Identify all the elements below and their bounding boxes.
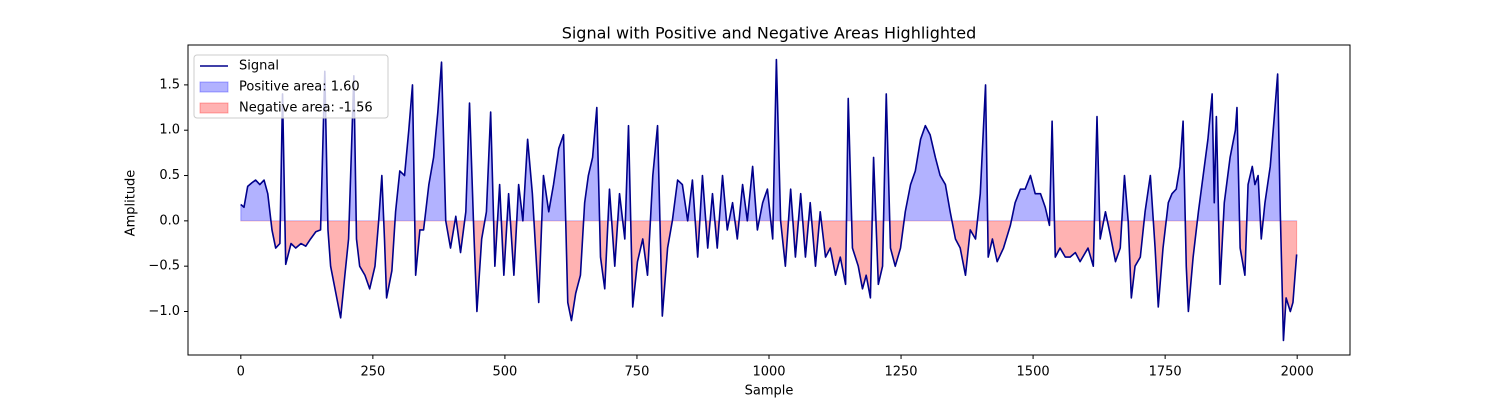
y-tick-label: −0.5 — [148, 259, 180, 274]
plot-frame — [187, 44, 1351, 356]
legend-label: Negative area: -1.56 — [239, 101, 373, 116]
y-axis-label: Amplitude — [124, 170, 139, 237]
x-tick-label: 1250 — [884, 365, 917, 380]
legend-patch — [199, 81, 229, 93]
x-tick-label: 2000 — [1281, 365, 1314, 380]
y-tick-label: 1.5 — [159, 77, 180, 92]
legend-box — [193, 54, 389, 119]
legend-label: Positive area: 1.60 — [239, 80, 360, 95]
x-tick-label: 0 — [237, 365, 245, 380]
signal-line — [240, 58, 1298, 342]
x-tick-label: 250 — [360, 365, 385, 380]
y-tick-label: 0.5 — [159, 168, 180, 183]
x-tick-label: 1000 — [752, 365, 785, 380]
x-tick-label: 1750 — [1149, 365, 1182, 380]
chart-title: Signal with Positive and Negative Areas … — [562, 24, 977, 43]
legend: Signal Positive area: 1.60 Negative area: … — [193, 54, 389, 119]
y-tick-label: 0.0 — [159, 213, 180, 228]
x-tick-label: 750 — [625, 365, 650, 380]
y-tick-label: −1.0 — [148, 304, 180, 319]
x-tick-label: 500 — [492, 365, 517, 380]
y-tick-label: 1.0 — [159, 123, 180, 138]
x-axis-label: Sample — [745, 384, 794, 399]
x-tick-label: 1500 — [1017, 365, 1050, 380]
legend-label: Signal — [239, 59, 279, 74]
legend-patch — [199, 102, 229, 114]
